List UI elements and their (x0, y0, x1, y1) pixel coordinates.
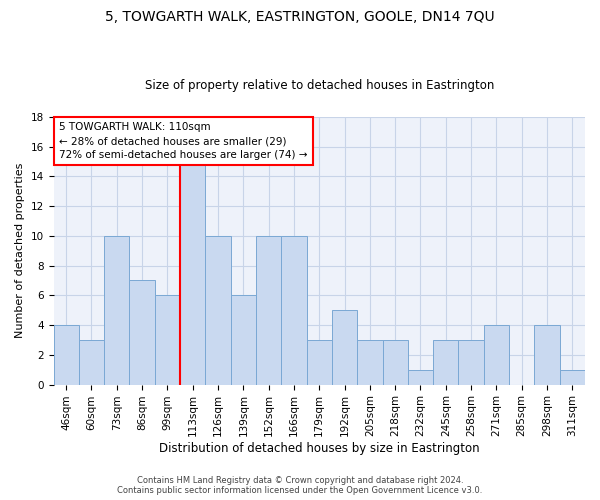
Bar (281, 236, 307, 384)
Bar (256, 236, 281, 384)
Bar (560, 370, 585, 384)
Title: Size of property relative to detached houses in Eastrington: Size of property relative to detached ho… (145, 79, 494, 92)
Text: 5 TOWGARTH WALK: 110sqm
← 28% of detached houses are smaller (29)
72% of semi-de: 5 TOWGARTH WALK: 110sqm ← 28% of detache… (59, 122, 307, 160)
X-axis label: Distribution of detached houses by size in Eastrington: Distribution of detached houses by size … (159, 442, 479, 455)
Bar (79, 340, 104, 384)
Bar (357, 340, 383, 384)
Bar (307, 340, 332, 384)
Bar (433, 340, 458, 384)
Bar (484, 325, 509, 384)
Bar (180, 162, 205, 384)
Text: 5, TOWGARTH WALK, EASTRINGTON, GOOLE, DN14 7QU: 5, TOWGARTH WALK, EASTRINGTON, GOOLE, DN… (105, 10, 495, 24)
Bar (104, 236, 130, 384)
Bar (53, 325, 79, 384)
Text: Contains HM Land Registry data © Crown copyright and database right 2024.
Contai: Contains HM Land Registry data © Crown c… (118, 476, 482, 495)
Bar (332, 310, 357, 384)
Bar (205, 236, 230, 384)
Bar (155, 296, 180, 384)
Y-axis label: Number of detached properties: Number of detached properties (15, 163, 25, 338)
Bar (458, 340, 484, 384)
Bar (230, 296, 256, 384)
Bar (130, 280, 155, 384)
Bar (383, 340, 408, 384)
Bar (408, 370, 433, 384)
Bar (535, 325, 560, 384)
